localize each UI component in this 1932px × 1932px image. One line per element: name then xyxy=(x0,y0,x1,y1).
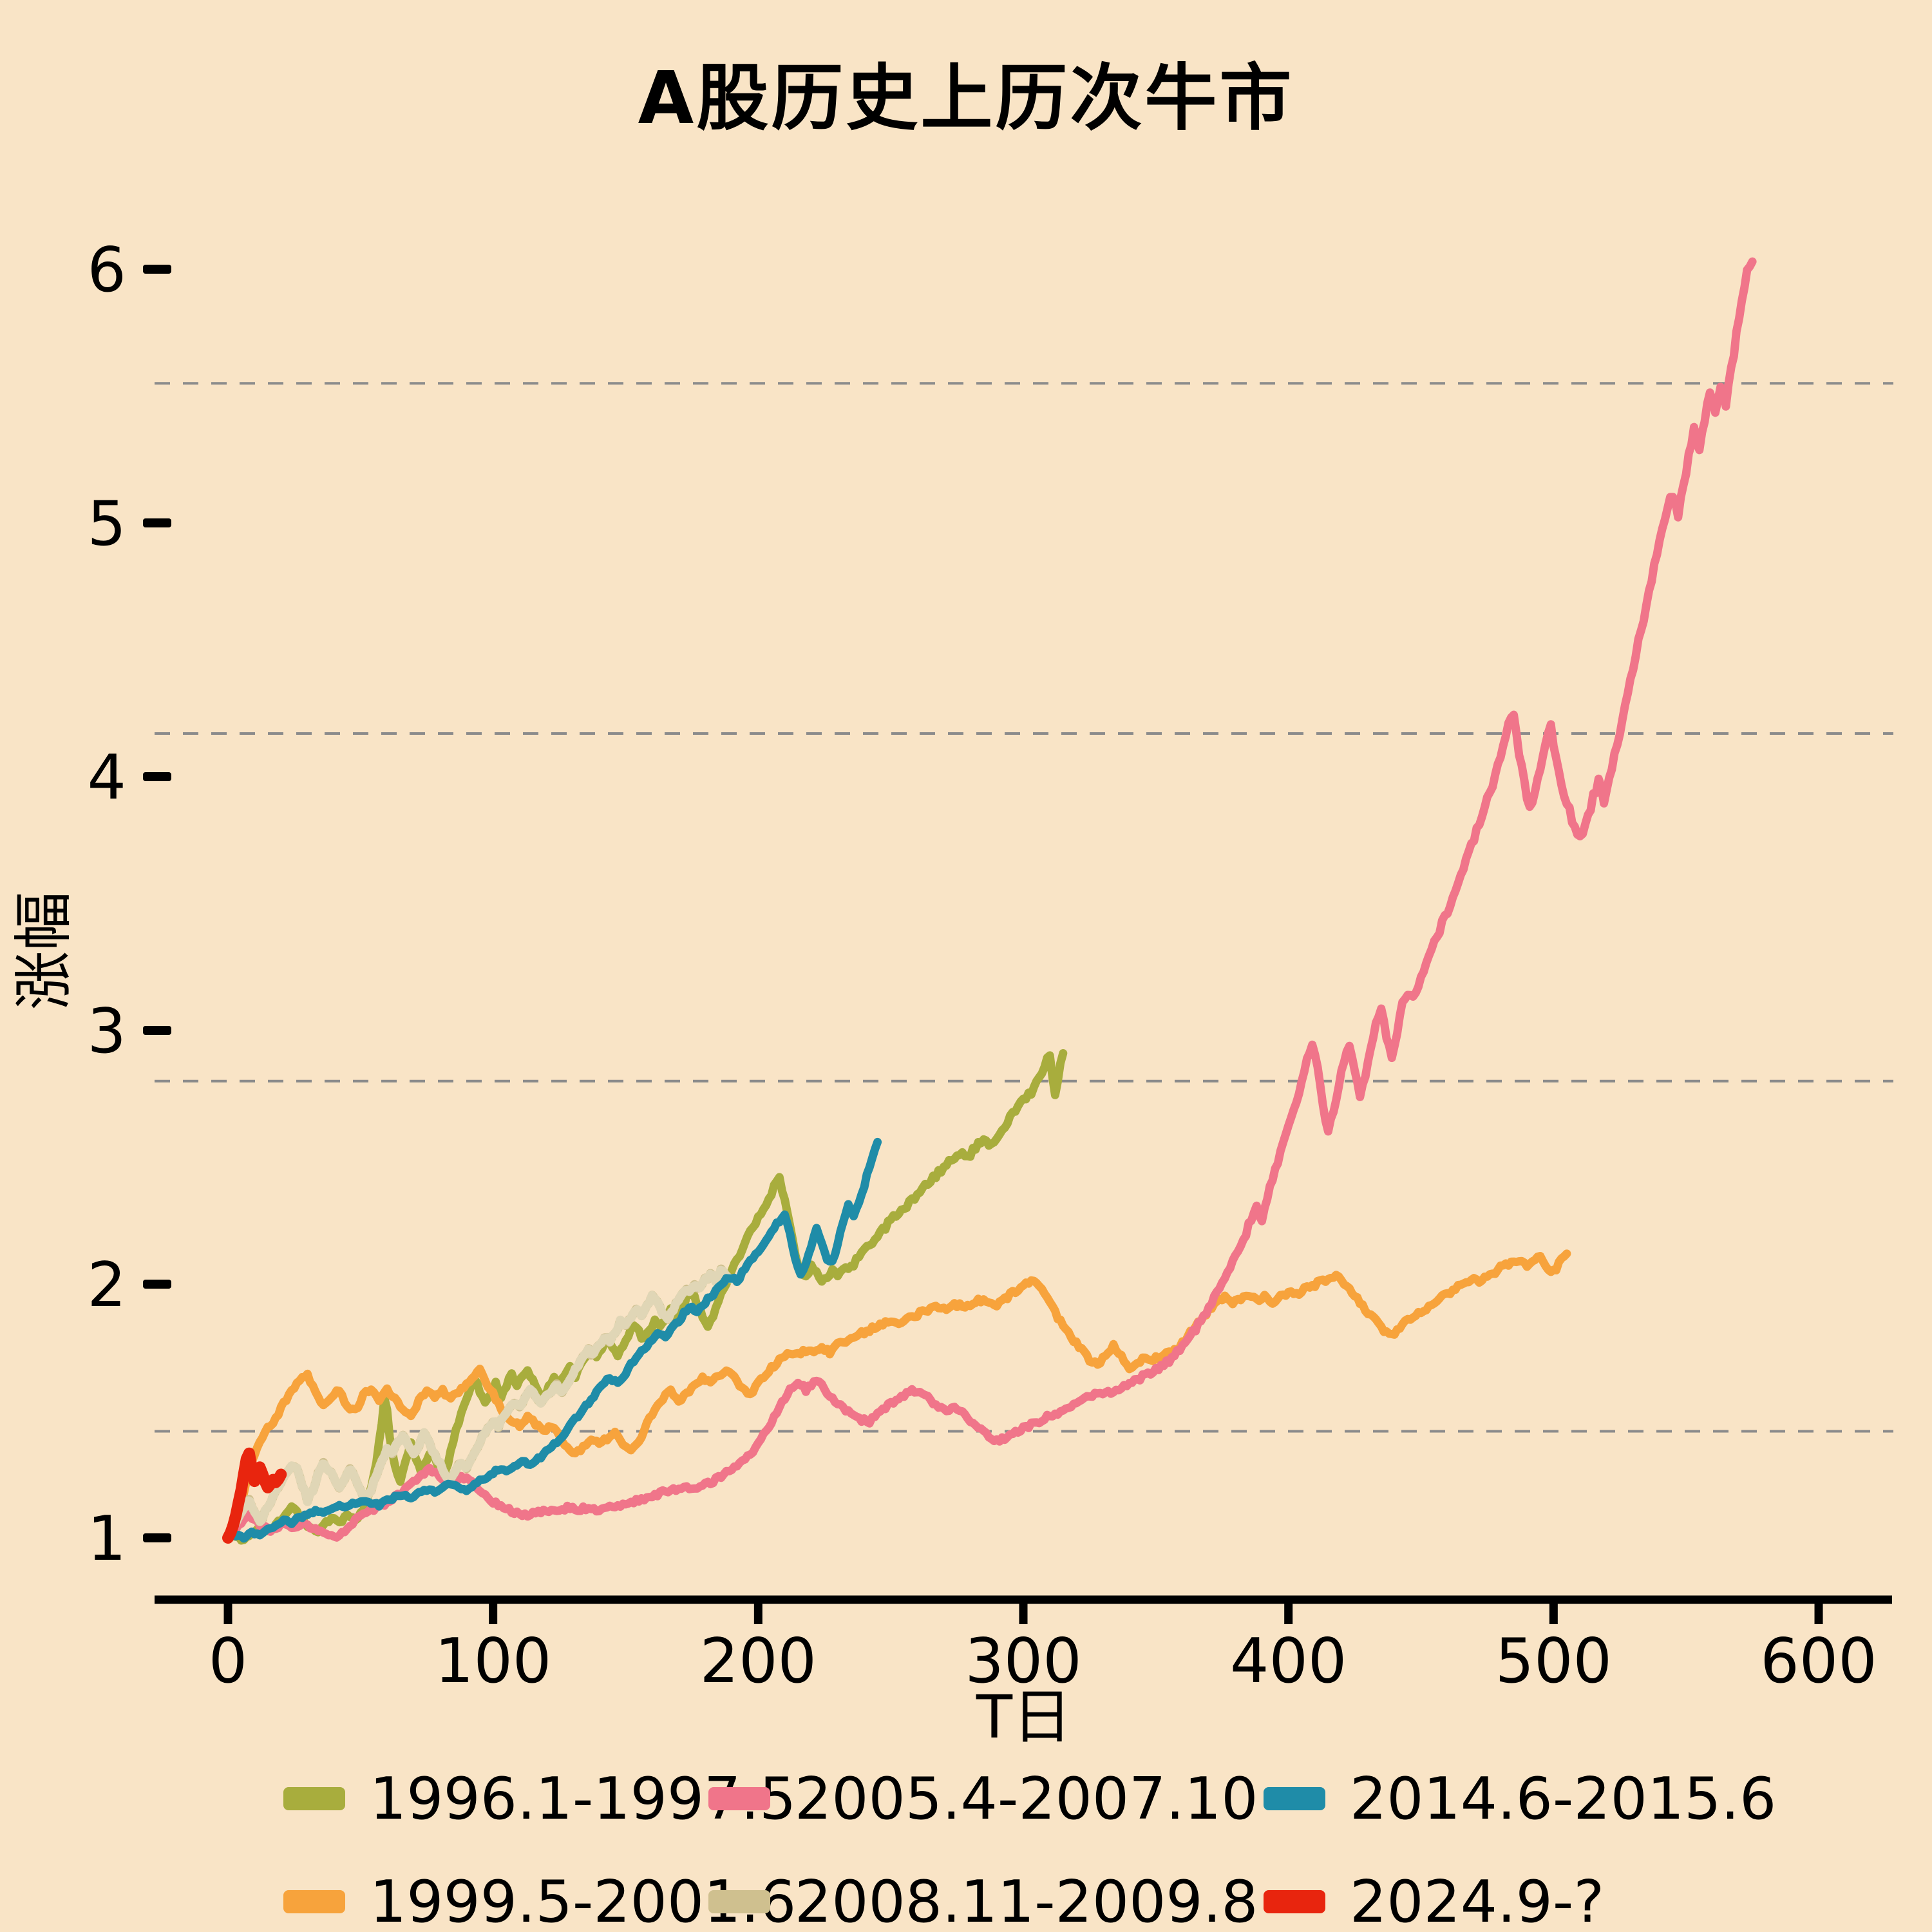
x-tick-label: 600 xyxy=(1760,1626,1877,1697)
series-line-2005.4-2007.10 xyxy=(223,257,1757,1542)
series-line-texture-2008.11-2009.8 xyxy=(223,1264,737,1542)
y-tick xyxy=(143,265,171,274)
x-tick-label: 100 xyxy=(435,1626,551,1697)
series-line-1999.5-2001.6 xyxy=(223,1249,1571,1542)
y-tick xyxy=(143,1533,171,1542)
series-line-2008.11-2009.8 xyxy=(223,1264,737,1542)
chart-title: A股历史上历次牛市 xyxy=(638,57,1294,140)
y-tick xyxy=(143,1026,171,1035)
x-axis-label: T日 xyxy=(976,1683,1072,1752)
y-tick-label: 1 xyxy=(88,1504,126,1575)
y-tick-label: 4 xyxy=(88,743,126,813)
y-tick-label: 6 xyxy=(88,235,126,306)
y-tick-label: 3 xyxy=(88,996,126,1067)
x-tick-label: 500 xyxy=(1495,1626,1612,1697)
series-line-2024.9-? xyxy=(222,1447,287,1544)
x-tick-label: 200 xyxy=(700,1626,817,1697)
y-tick xyxy=(143,772,171,781)
y-tick-label: 5 xyxy=(88,489,126,560)
x-tick-label: 0 xyxy=(209,1626,247,1697)
y-tick xyxy=(143,518,171,527)
series-line-2014.6-2015.6 xyxy=(223,1137,882,1543)
x-tick-label: 300 xyxy=(965,1626,1081,1697)
y-tick xyxy=(143,1280,171,1289)
y-tick-label: 2 xyxy=(88,1250,126,1321)
x-tick-label: 400 xyxy=(1230,1626,1347,1697)
